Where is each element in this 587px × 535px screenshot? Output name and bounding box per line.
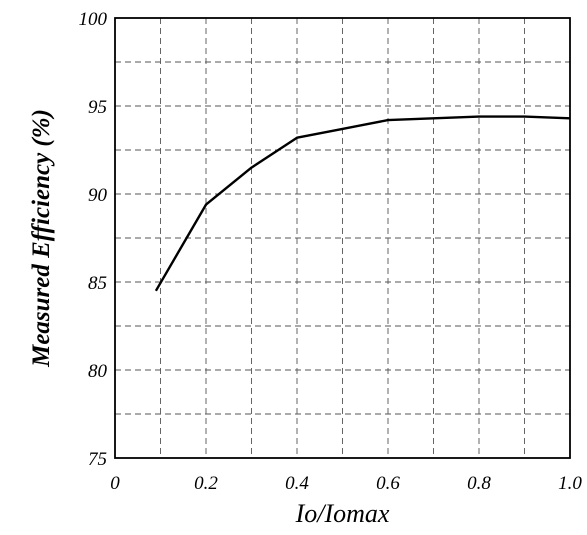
x-tick-labels: 0 0.2 0.4 0.6 0.8 1.0: [110, 473, 582, 494]
efficiency-line: [154, 115, 571, 292]
y-tick-label: 80: [88, 361, 108, 382]
x-axis-title: Io/Iomax: [295, 499, 390, 528]
x-tick-label: 0.8: [467, 473, 491, 494]
x-tick-label: 0.6: [376, 473, 400, 494]
grid-lines: [115, 18, 570, 458]
y-tick-label: 75: [88, 449, 107, 470]
y-tick-label: 100: [79, 9, 108, 30]
x-tick-label: 1.0: [558, 473, 582, 494]
y-axis-title: Measured Efficiency (%): [28, 109, 55, 368]
x-tick-label: 0.2: [194, 473, 218, 494]
x-tick-label: 0: [110, 473, 120, 494]
y-tick-labels: 75 80 85 90 95 100: [79, 9, 108, 470]
y-tick-label: 90: [88, 185, 108, 206]
y-tick-label: 85: [88, 273, 107, 294]
x-tick-label: 0.4: [285, 473, 309, 494]
plot-frame: [114, 17, 571, 459]
y-tick-label: 95: [88, 97, 107, 118]
